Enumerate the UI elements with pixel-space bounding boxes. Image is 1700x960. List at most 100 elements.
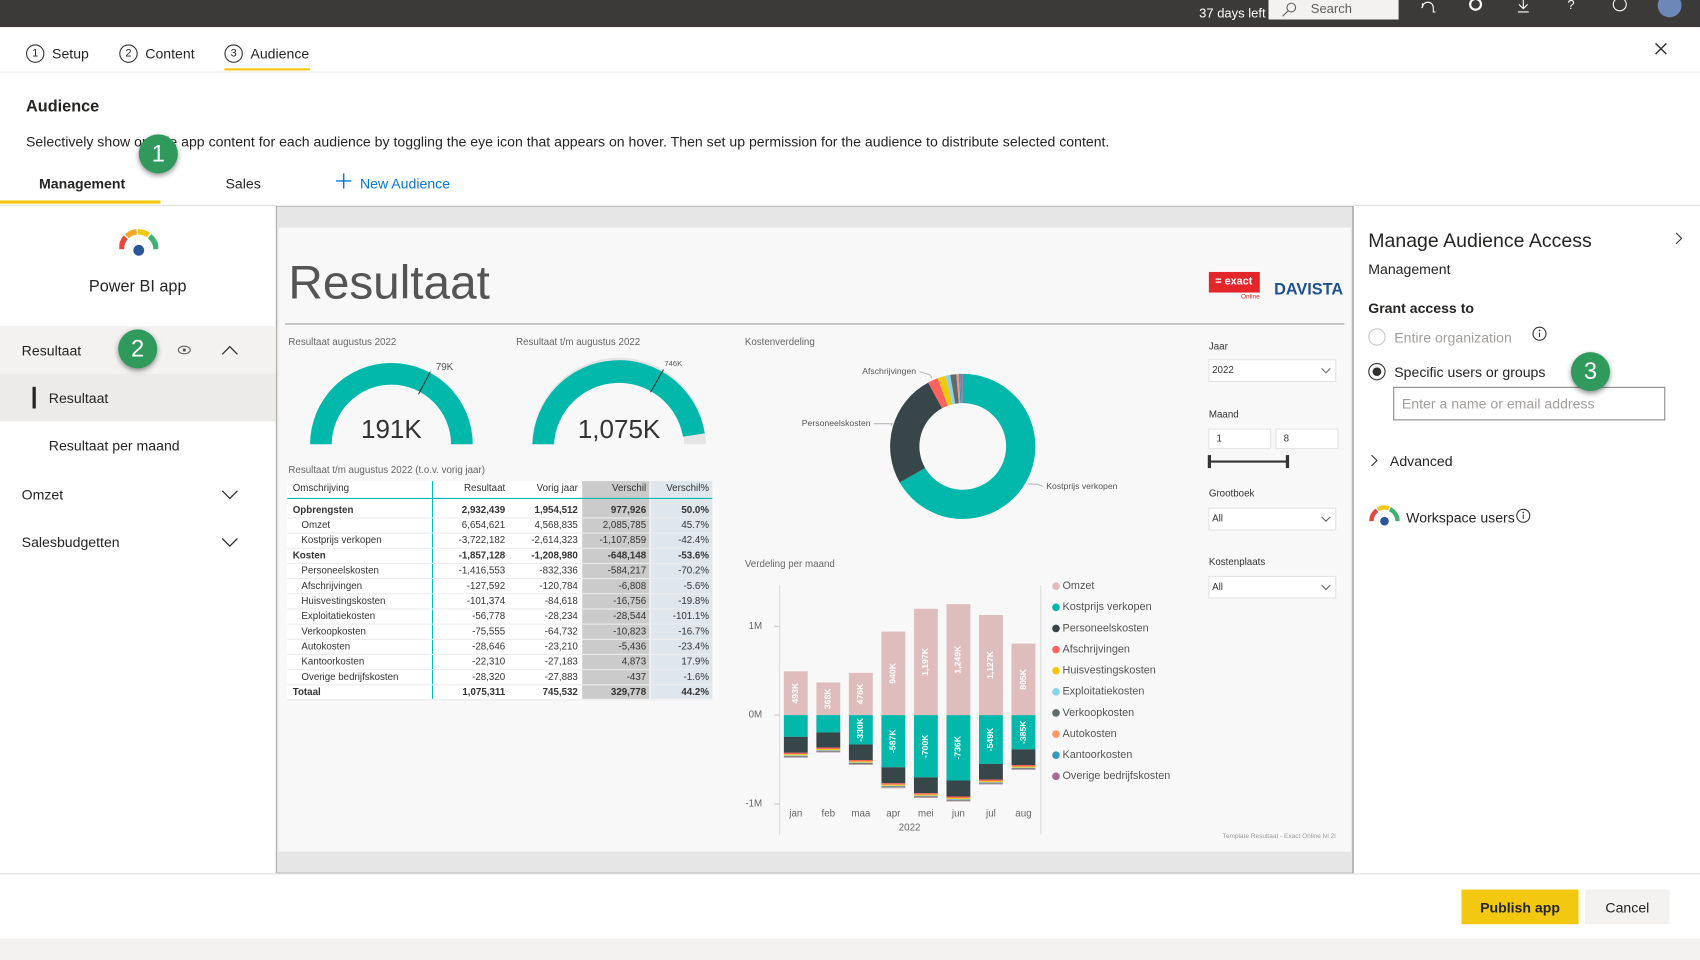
audience-tab[interactable]: Sales [225, 175, 261, 192]
bar-segment [881, 767, 906, 784]
table-cell: Verkoopkosten [301, 626, 366, 637]
bar-segment [848, 763, 873, 764]
expand-chevron[interactable] [221, 490, 238, 501]
bar-segment [913, 715, 938, 778]
step[interactable]: 3 Audience [224, 44, 310, 63]
slicer-dropdown[interactable] [1208, 359, 1337, 382]
panel-collapse[interactable] [1675, 232, 1684, 245]
table-cell: -75,555 [472, 626, 506, 637]
bell-icon[interactable] [1421, 1, 1436, 13]
plus-icon [336, 173, 352, 189]
x-axis-label: 2022 [899, 822, 921, 833]
table-cell: 44.2% [681, 687, 709, 698]
step-label: Audience [250, 45, 310, 62]
table-cell: -64,732 [545, 626, 578, 637]
slicer-dropdown[interactable] [1208, 575, 1337, 599]
radio-label: Specific users or groups [1394, 364, 1546, 381]
slicer-input[interactable] [1275, 428, 1339, 450]
donut-slice [960, 373, 963, 404]
help-icon[interactable]: ? [1567, 0, 1574, 12]
bar-segment [816, 748, 841, 751]
nav-selected-item [0, 373, 276, 422]
slicer-input[interactable] [1208, 428, 1272, 450]
workspace-icon [1369, 505, 1400, 526]
table-cell: -70.2% [678, 566, 709, 577]
table-cell: -23,210 [545, 641, 579, 652]
table-cell: -1,208,980 [531, 550, 578, 561]
donut-slice [945, 374, 956, 405]
leader-line [1027, 483, 1044, 488]
step[interactable]: 2 Content [119, 44, 195, 63]
table-cell: -6,808 [619, 581, 647, 592]
legend-label: Verkoopkosten [1062, 707, 1134, 719]
audience-tab[interactable]: Management [39, 175, 126, 192]
bar-segment [848, 715, 873, 745]
nav-section[interactable]: Omzet [21, 486, 64, 503]
bar-value-label: 1,249K [953, 645, 963, 674]
report-footnote: Template Resultaat - Exact Online lvl 2l [1223, 833, 1337, 840]
bar-segment [979, 614, 1003, 716]
table-cell: -28,646 [472, 641, 505, 652]
advanced-toggle[interactable]: Advanced [1389, 452, 1453, 470]
table-cell: -56,778 [472, 611, 505, 622]
step-number: 1 [26, 44, 45, 63]
info-icon[interactable] [1532, 326, 1547, 341]
step[interactable]: 1 Setup [26, 44, 89, 63]
table-cell: -5,436 [619, 641, 647, 652]
step-label: Content [145, 45, 195, 62]
donut-slice [937, 375, 953, 406]
info-icon[interactable] [1516, 508, 1531, 523]
bar-segment [881, 631, 906, 716]
trial-text: 37 days left [1199, 5, 1266, 21]
nav-section[interactable]: Salesbudgetten [21, 534, 120, 551]
step-label: Setup [52, 45, 89, 62]
expand-chevron[interactable] [221, 537, 238, 548]
gauge-title: Resultaat augustus 2022 [288, 337, 396, 348]
new-audience-button[interactable]: New Audience [359, 175, 451, 192]
bar-segment [913, 793, 938, 795]
bar-segment [783, 755, 808, 756]
slicer-label: Maand [1209, 410, 1239, 421]
radio-button[interactable] [1368, 362, 1386, 381]
slider-handle[interactable] [1207, 455, 1212, 469]
legend-swatch [1052, 772, 1060, 781]
slicer-dropdown[interactable] [1208, 507, 1337, 531]
donut-slice [950, 374, 959, 404]
bar-segment [881, 786, 906, 788]
people-picker[interactable] [1393, 386, 1666, 421]
eye-icon[interactable] [177, 345, 192, 356]
legend-swatch [1052, 645, 1060, 654]
advanced-chevron[interactable] [1370, 454, 1379, 467]
table-cell: Overige bedrijfskosten [301, 672, 398, 683]
close-button[interactable] [1654, 42, 1667, 55]
nav-item[interactable]: Resultaat [48, 390, 109, 407]
publish-button[interactable]: Publish app [1461, 889, 1579, 925]
nav-item[interactable]: Resultaat per maand [48, 437, 180, 454]
legend-label: Afschrijvingen [1062, 643, 1129, 655]
table-cell: 6,654,621 [462, 520, 505, 531]
search-box[interactable]: Search [1268, 0, 1399, 20]
bar-segment [946, 780, 971, 797]
footer-bar [0, 873, 1700, 940]
radio-button[interactable] [1368, 328, 1386, 346]
table-cell: Opbrengsten [293, 505, 354, 516]
legend-swatch [1052, 603, 1060, 612]
feedback-icon[interactable] [1612, 0, 1627, 12]
table-cell: -42.4% [678, 535, 709, 546]
donut-slice [956, 373, 961, 404]
slider-handle[interactable] [1285, 455, 1290, 469]
download-icon[interactable] [1517, 0, 1529, 13]
step-number: 3 [224, 44, 243, 63]
app-name: Power BI app [88, 277, 187, 296]
settings-icon[interactable] [1469, 0, 1483, 11]
bar-segment [816, 747, 841, 749]
app-logo [119, 229, 159, 256]
side-panel [1354, 204, 1700, 875]
cancel-button[interactable]: Cancel [1585, 889, 1670, 925]
callout-badge: 1 [138, 134, 178, 174]
table-title: Resultaat t/m augustus 2022 (t.o.v. vori… [288, 465, 485, 476]
nav-section[interactable]: Resultaat [21, 342, 82, 359]
avatar[interactable] [1657, 0, 1682, 18]
radio-dot [1372, 367, 1382, 376]
collapse-chevron[interactable] [221, 345, 238, 356]
